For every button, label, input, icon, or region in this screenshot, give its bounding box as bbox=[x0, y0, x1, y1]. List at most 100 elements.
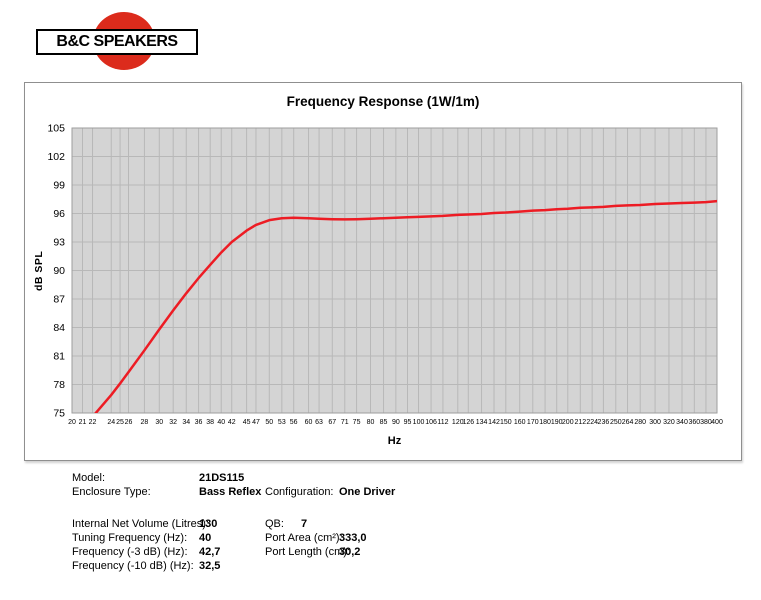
svg-text:36: 36 bbox=[195, 419, 203, 426]
specs-left-column: Model: 21DS115 Enclosure Type: Bass Refl… bbox=[72, 471, 352, 573]
svg-text:22: 22 bbox=[89, 419, 97, 426]
spec-label: Enclosure Type: bbox=[72, 486, 151, 498]
svg-text:67: 67 bbox=[328, 419, 336, 426]
svg-text:190: 190 bbox=[551, 419, 563, 426]
svg-text:102: 102 bbox=[47, 151, 65, 163]
spec-value: 333,0 bbox=[339, 532, 367, 544]
svg-text:100: 100 bbox=[413, 419, 425, 426]
svg-text:26: 26 bbox=[125, 419, 133, 426]
svg-text:30: 30 bbox=[155, 419, 163, 426]
frequency-response-chart: 20 21 22 24 25 26 28 30 32 34 36 38 40 42 45 47 50 53 56 60… bbox=[47, 123, 723, 427]
spec-label: Tuning Frequency (Hz): bbox=[72, 532, 188, 544]
svg-text:134: 134 bbox=[476, 419, 488, 426]
svg-text:40: 40 bbox=[217, 419, 225, 426]
svg-text:90: 90 bbox=[53, 265, 65, 277]
x-axis-label: Hz bbox=[387, 435, 402, 447]
spec-label: Frequency (-10 dB) (Hz): bbox=[72, 560, 194, 572]
brand-logo: B&C SPEAKERS bbox=[30, 9, 240, 73]
svg-text:28: 28 bbox=[141, 419, 149, 426]
chart-panel: Frequency Response (1W/1m) dB SPL 20 21 22… bbox=[24, 82, 742, 461]
svg-text:400: 400 bbox=[711, 419, 723, 426]
svg-text:106: 106 bbox=[425, 419, 437, 426]
svg-text:21: 21 bbox=[79, 419, 87, 426]
svg-text:200: 200 bbox=[562, 419, 574, 426]
svg-text:96: 96 bbox=[53, 208, 65, 220]
svg-text:63: 63 bbox=[315, 419, 323, 426]
spec-value: 7 bbox=[301, 518, 308, 530]
spec-row-port-area: Port Area (cm²): 333,0 bbox=[265, 531, 495, 545]
svg-text:360: 360 bbox=[688, 419, 700, 426]
spec-value: 42,7 bbox=[199, 546, 221, 558]
svg-text:50: 50 bbox=[265, 419, 273, 426]
spec-row-qb: QB: 7 bbox=[265, 517, 495, 531]
svg-text:112: 112 bbox=[437, 419, 448, 426]
svg-text:160: 160 bbox=[514, 419, 526, 426]
svg-text:320: 320 bbox=[663, 419, 675, 426]
svg-text:142: 142 bbox=[488, 419, 500, 426]
svg-text:280: 280 bbox=[634, 419, 646, 426]
svg-text:24: 24 bbox=[107, 419, 115, 426]
svg-text:75: 75 bbox=[353, 419, 361, 426]
svg-text:105: 105 bbox=[47, 123, 65, 135]
chart-title: Frequency Response (1W/1m) bbox=[286, 94, 480, 109]
spec-label: Configuration: bbox=[265, 486, 334, 498]
spec-row-frequency-minus3db: Frequency (-3 dB) (Hz): 42,7 bbox=[72, 545, 352, 559]
svg-text:47: 47 bbox=[252, 419, 260, 426]
svg-text:20: 20 bbox=[68, 419, 76, 426]
spec-label: Model: bbox=[72, 472, 106, 484]
svg-text:84: 84 bbox=[53, 322, 65, 334]
logo-nameplate: B&C SPEAKERS bbox=[36, 29, 198, 55]
spec-label: QB: bbox=[265, 518, 284, 530]
svg-text:25: 25 bbox=[116, 419, 124, 426]
svg-text:150: 150 bbox=[500, 419, 512, 426]
svg-text:93: 93 bbox=[53, 237, 65, 249]
specs-right-column: Configuration: One Driver QB: 7 Port Are… bbox=[265, 485, 495, 559]
spec-value: 32,5 bbox=[199, 560, 221, 572]
svg-text:340: 340 bbox=[676, 419, 688, 426]
svg-text:34: 34 bbox=[182, 419, 190, 426]
spec-label: Port Area (cm²): bbox=[265, 532, 343, 544]
svg-text:250: 250 bbox=[610, 419, 622, 426]
spec-row-internal-volume: Internal Net Volume (Litres): 130 bbox=[72, 517, 352, 531]
svg-text:90: 90 bbox=[392, 419, 400, 426]
svg-text:80: 80 bbox=[367, 419, 375, 426]
svg-text:53: 53 bbox=[278, 419, 286, 426]
svg-text:78: 78 bbox=[53, 379, 65, 391]
svg-text:126: 126 bbox=[462, 419, 474, 426]
spec-row-configuration: Configuration: One Driver bbox=[265, 485, 495, 499]
spec-label: Internal Net Volume (Litres): bbox=[72, 518, 209, 530]
spec-gap bbox=[265, 499, 495, 517]
svg-text:170: 170 bbox=[527, 419, 539, 426]
spec-value: One Driver bbox=[339, 486, 396, 498]
spec-row-model: Model: 21DS115 bbox=[72, 471, 352, 485]
svg-text:32: 32 bbox=[169, 419, 177, 426]
spec-value: 40 bbox=[199, 532, 212, 544]
spec-label: Frequency (-3 dB) (Hz): bbox=[72, 546, 188, 558]
spec-label: Port Length (cm): bbox=[265, 546, 350, 558]
svg-text:42: 42 bbox=[228, 419, 236, 426]
spec-value: Bass Reflex bbox=[199, 486, 262, 498]
svg-text:85: 85 bbox=[380, 419, 388, 426]
svg-text:264: 264 bbox=[622, 419, 634, 426]
spec-row-port-length: Port Length (cm): 30,2 bbox=[265, 545, 495, 559]
spec-row-enclosure-type: Enclosure Type: Bass Reflex bbox=[72, 485, 352, 499]
spec-value: 21DS115 bbox=[199, 472, 245, 484]
svg-text:180: 180 bbox=[539, 419, 551, 426]
svg-text:95: 95 bbox=[404, 419, 412, 426]
svg-text:71: 71 bbox=[341, 419, 349, 426]
svg-text:87: 87 bbox=[53, 294, 65, 306]
svg-text:60: 60 bbox=[305, 419, 313, 426]
svg-text:120: 120 bbox=[452, 419, 464, 426]
svg-text:236: 236 bbox=[598, 419, 610, 426]
logo-text: B&C SPEAKERS bbox=[56, 33, 178, 50]
svg-text:38: 38 bbox=[206, 419, 214, 426]
spec-value: 30,2 bbox=[339, 546, 361, 558]
svg-text:56: 56 bbox=[290, 419, 298, 426]
spec-value: 130 bbox=[199, 518, 218, 530]
spec-row-frequency-minus10db: Frequency (-10 dB) (Hz): 32,5 bbox=[72, 559, 352, 573]
svg-text:300: 300 bbox=[649, 419, 661, 426]
svg-text:224: 224 bbox=[586, 419, 598, 426]
svg-text:75: 75 bbox=[53, 408, 65, 420]
svg-text:212: 212 bbox=[574, 419, 586, 426]
svg-text:380: 380 bbox=[700, 419, 712, 426]
